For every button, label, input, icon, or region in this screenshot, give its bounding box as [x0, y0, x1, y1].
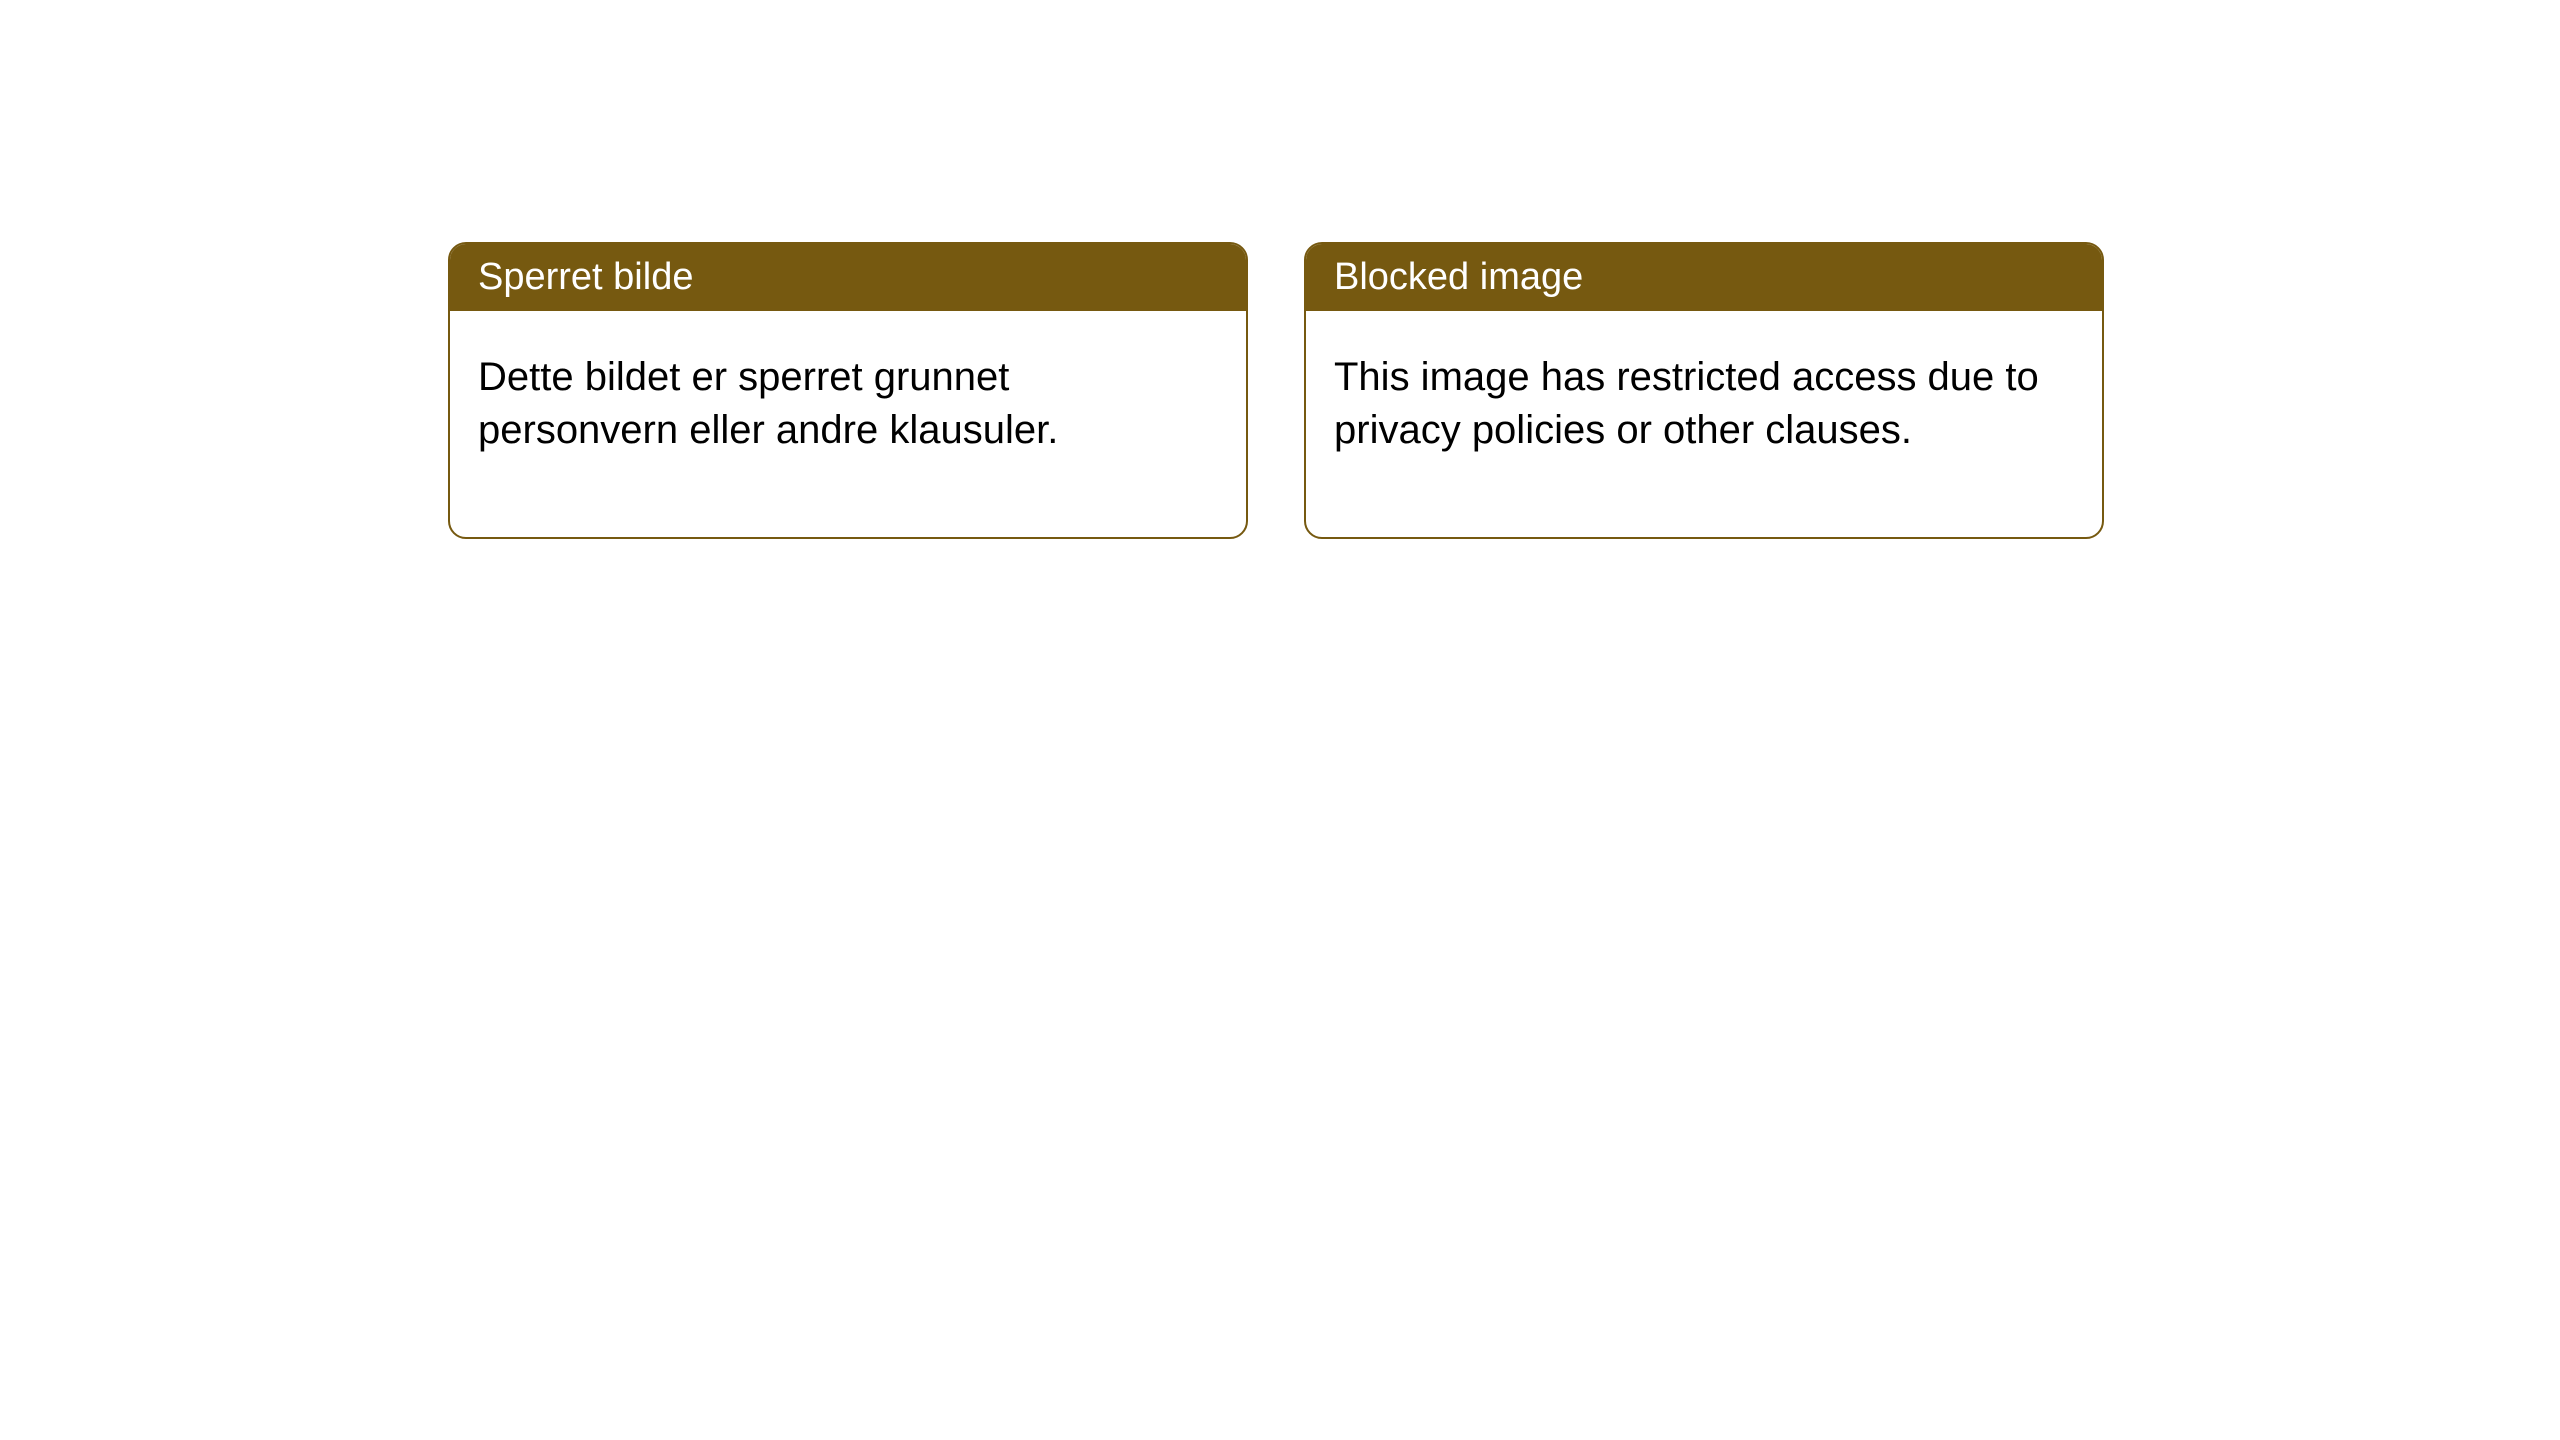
- notice-card-norwegian: Sperret bilde Dette bildet er sperret gr…: [448, 242, 1248, 539]
- card-body-text: Dette bildet er sperret grunnet personve…: [478, 355, 1058, 452]
- notice-card-english: Blocked image This image has restricted …: [1304, 242, 2104, 539]
- card-header: Sperret bilde: [450, 244, 1246, 311]
- card-title: Blocked image: [1334, 256, 1583, 298]
- card-body: Dette bildet er sperret grunnet personve…: [450, 311, 1246, 537]
- card-title: Sperret bilde: [478, 256, 693, 298]
- card-body-text: This image has restricted access due to …: [1334, 355, 2039, 452]
- card-body: This image has restricted access due to …: [1306, 311, 2102, 537]
- card-header: Blocked image: [1306, 244, 2102, 311]
- notice-container: Sperret bilde Dette bildet er sperret gr…: [0, 0, 2560, 539]
